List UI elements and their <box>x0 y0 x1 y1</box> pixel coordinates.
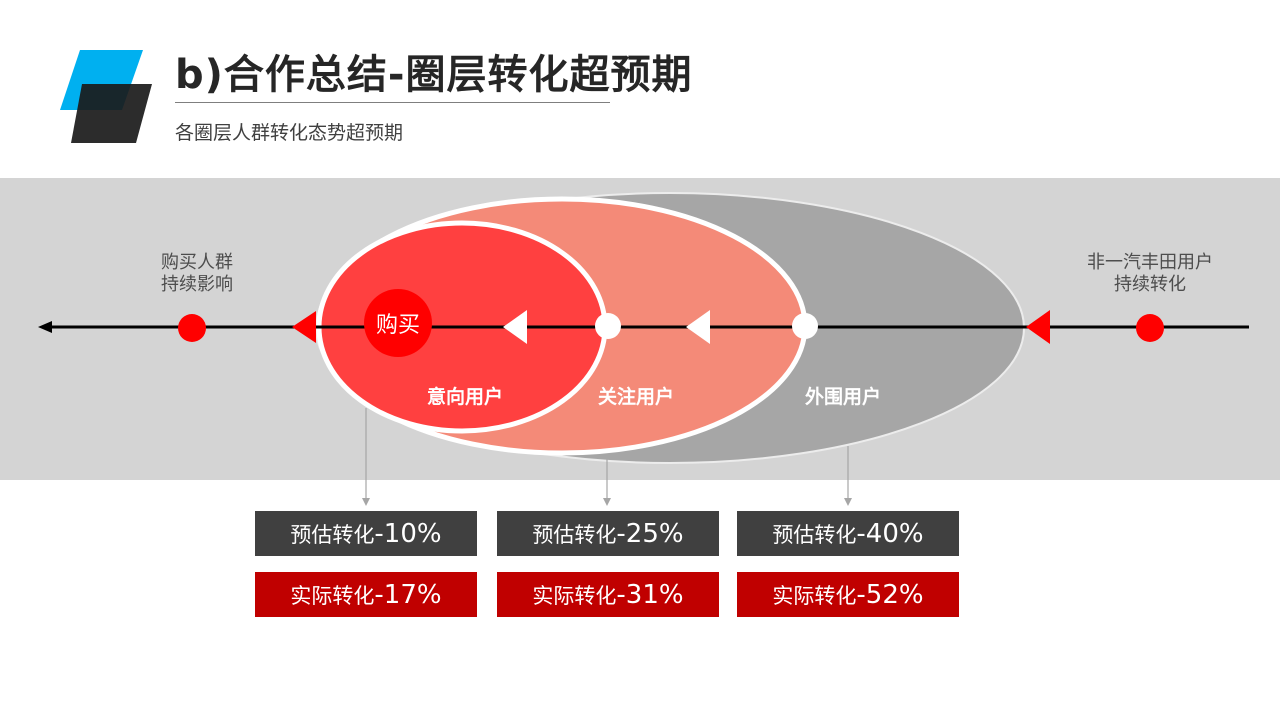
estimate-prefix: 预估转化 <box>532 522 617 547</box>
pointer-arrow-icon <box>603 498 611 506</box>
purchase-circle <box>364 289 432 357</box>
estimate-value: -40% <box>856 518 924 549</box>
estimate-value: -10% <box>374 518 442 549</box>
layer-label-follow: 关注用户 <box>598 385 674 408</box>
actual-box-outer: 实际转化 -52% <box>737 572 959 617</box>
left-side-label: 购买人群 持续影响 <box>137 252 257 296</box>
white-dot <box>595 313 621 339</box>
red-dot <box>178 314 206 342</box>
white-dot <box>792 313 818 339</box>
left-label-line: 持续影响 <box>161 274 233 295</box>
right-label-line: 非一汽丰田用户 <box>1087 252 1213 273</box>
actual-box-follow: 实际转化 -31% <box>497 572 719 617</box>
pointer-arrow-icon <box>844 498 852 506</box>
red-dot <box>1136 314 1164 342</box>
estimate-prefix: 预估转化 <box>290 522 375 547</box>
pointer-arrow-icon <box>362 498 370 506</box>
right-side-label: 非一汽丰田用户 持续转化 <box>1068 252 1232 296</box>
estimate-value: -25% <box>616 518 684 549</box>
white-arrow-icon <box>686 310 710 344</box>
layer-label-outer: 外围用户 <box>805 385 881 408</box>
red-arrow-icon <box>1026 310 1050 344</box>
estimate-box-follow: 预估转化 -25% <box>497 511 719 556</box>
white-arrow-icon <box>503 310 527 344</box>
actual-value: -31% <box>616 579 684 610</box>
layer-label-intent: 意向用户 <box>427 385 503 408</box>
actual-value: -17% <box>374 579 442 610</box>
actual-box-intent: 实际转化 -17% <box>255 572 477 617</box>
title-divider <box>175 102 610 103</box>
estimate-prefix: 预估转化 <box>772 522 857 547</box>
left-label-line: 购买人群 <box>161 252 233 273</box>
right-label-line: 持续转化 <box>1114 274 1186 295</box>
page-title: b)合作总结-圈层转化超预期 <box>175 52 693 98</box>
page-subtitle: 各圈层人群转化态势超预期 <box>175 122 404 144</box>
estimate-box-intent: 预估转化 -10% <box>255 511 477 556</box>
red-arrow-icon <box>292 311 316 343</box>
actual-prefix: 实际转化 <box>290 583 375 608</box>
flow-arrowhead-icon <box>38 321 52 333</box>
actual-prefix: 实际转化 <box>532 583 617 608</box>
actual-value: -52% <box>856 579 924 610</box>
estimate-box-outer: 预估转化 -40% <box>737 511 959 556</box>
logo-icon <box>60 50 152 143</box>
actual-prefix: 实际转化 <box>772 583 857 608</box>
purchase-label: 购买 <box>376 313 420 338</box>
